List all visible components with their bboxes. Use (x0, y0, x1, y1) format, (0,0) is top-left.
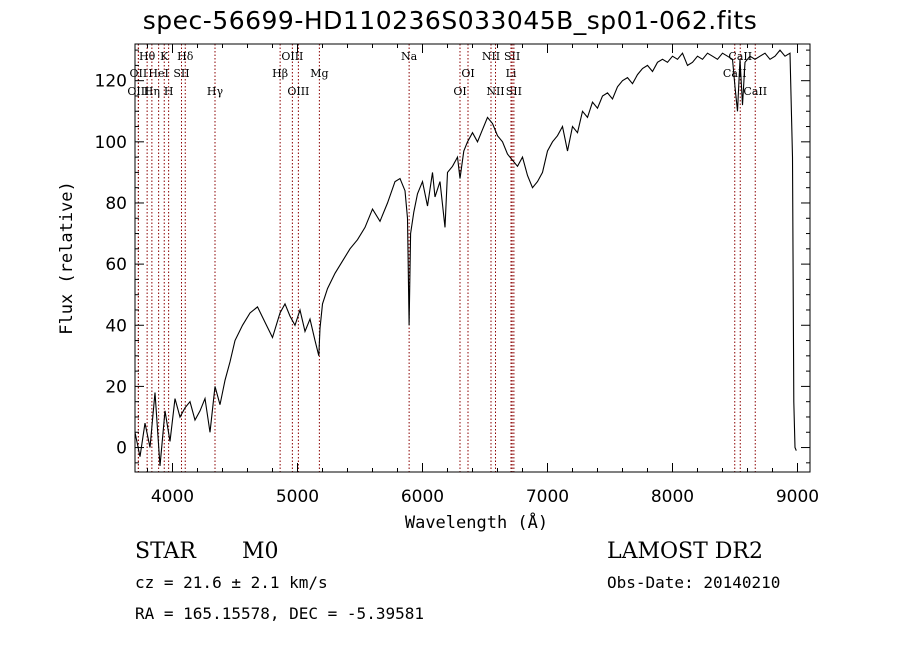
plot-frame (134, 43, 811, 473)
y-tick-label: 100 (95, 133, 127, 153)
x-axis-label: Wavelength (Å) (405, 511, 548, 533)
line-marker-label: HeI (148, 67, 168, 80)
line-marker-label: Hδ (177, 50, 194, 63)
line-marker-label: Li (506, 67, 517, 80)
line-marker-label: OI (461, 67, 474, 80)
y-axis-label: Flux (relative) (57, 181, 77, 335)
line-marker-label: OIII (287, 85, 309, 98)
line-marker-label: Hβ (272, 67, 288, 80)
spectrum-line (134, 49, 797, 466)
x-tick-label: 5000 (276, 487, 319, 507)
y-tick-label: 60 (105, 255, 127, 275)
x-tick-label: 6000 (401, 487, 444, 507)
x-tick-label: 9000 (776, 487, 819, 507)
y-tick-label: 80 (105, 194, 127, 214)
line-marker-label: Na (401, 50, 418, 63)
line-marker-label: Hθ (139, 50, 156, 63)
line-marker-label: NII (482, 50, 500, 63)
y-tick-label: 40 (105, 316, 127, 336)
redshift-line: cz = 21.6 ± 2.1 km/s (135, 573, 328, 592)
y-tick-label: 0 (116, 439, 127, 459)
obs-date: Obs-Date: 20140210 (607, 573, 781, 592)
line-marker-label: SII (506, 85, 522, 98)
line-marker-label: OIII (127, 85, 149, 98)
line-marker-label: K (160, 50, 169, 63)
y-tick-label: 120 (95, 72, 127, 92)
coords-line: RA = 165.15578, DEC = -5.39581 (135, 604, 424, 623)
line-marker-label: SII (173, 67, 189, 80)
x-tick-label: 4000 (151, 487, 194, 507)
object-subclass: M0 (242, 539, 279, 564)
line-marker-label: Mg (310, 67, 328, 80)
x-tick-label: 8000 (651, 487, 694, 507)
line-marker-label: OI (453, 85, 466, 98)
line-marker-label: Hη (144, 85, 160, 98)
line-marker-label: Hγ (207, 85, 224, 98)
line-marker-label: CaII (743, 85, 767, 98)
line-marker-label: H (164, 85, 174, 98)
line-marker-label: NII (486, 85, 504, 98)
line-marker-label: OIII (281, 50, 303, 63)
line-marker-label: SII (504, 50, 520, 63)
chart-title: spec-56699-HD110236S033045B_sp01-062.fit… (142, 6, 758, 35)
line-marker-label: CaII (728, 50, 752, 63)
y-tick-label: 20 (105, 377, 127, 397)
object-class: STAR (135, 539, 196, 564)
x-tick-label: 7000 (526, 487, 569, 507)
survey-label: LAMOST DR2 (607, 539, 763, 564)
